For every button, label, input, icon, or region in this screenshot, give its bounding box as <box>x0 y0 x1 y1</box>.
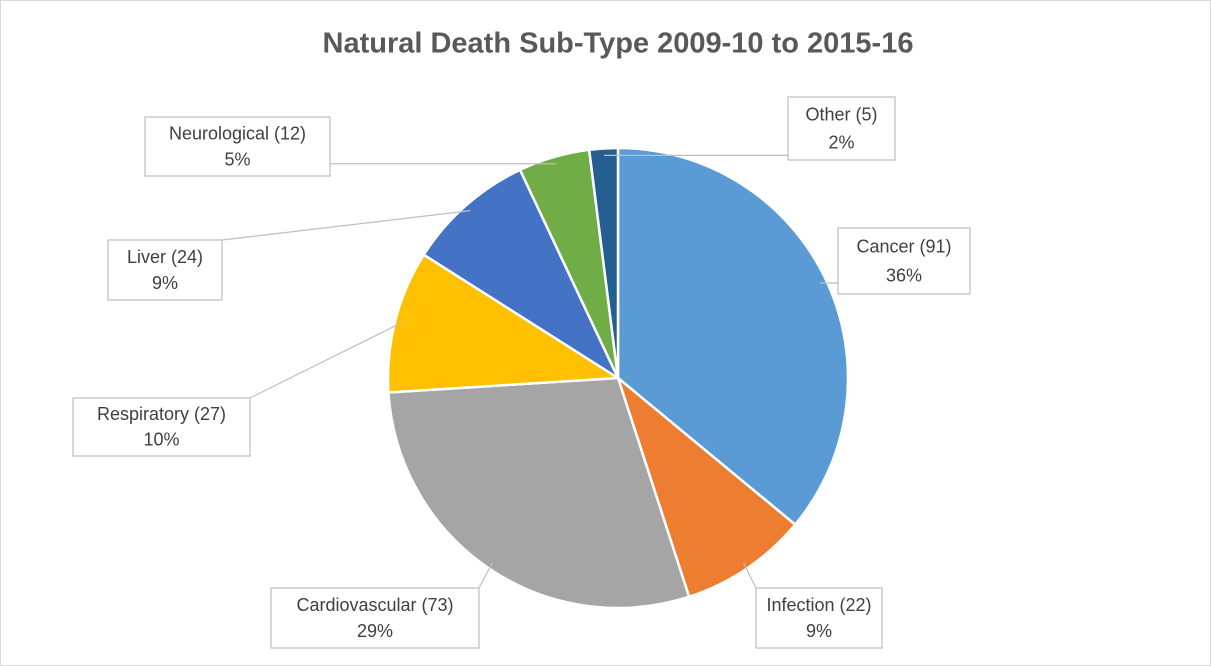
label-box <box>755 587 883 649</box>
category-label: Cardiovascular (73) <box>296 595 453 615</box>
pie-slice <box>587 146 620 379</box>
label-box <box>144 116 331 177</box>
pie-slice <box>616 146 850 527</box>
label-box <box>72 397 251 457</box>
value-label: 9% <box>806 621 832 641</box>
value-label: 5% <box>224 149 250 169</box>
pie-slice <box>422 168 621 382</box>
label-box <box>837 227 971 295</box>
category-label: Infection (22) <box>766 595 871 615</box>
leader-line <box>221 210 471 241</box>
pie-slice <box>615 374 797 599</box>
value-label: 2% <box>828 132 854 152</box>
leader-line <box>478 562 494 589</box>
category-label: Liver (24) <box>127 247 203 267</box>
category-label: Respiratory (27) <box>97 404 226 424</box>
label-box <box>270 587 480 649</box>
category-label: Cancer (91) <box>856 237 951 257</box>
leader-line <box>249 321 403 399</box>
category-label: Other (5) <box>805 105 877 125</box>
category-label: Neurological (12) <box>169 123 306 143</box>
pie-slice <box>386 253 622 394</box>
label-box <box>107 239 223 301</box>
value-label: 9% <box>152 273 178 293</box>
value-label: 10% <box>143 430 179 450</box>
label-box <box>787 96 896 161</box>
value-label: 29% <box>357 621 393 641</box>
pie-slice <box>387 376 691 610</box>
leader-line <box>742 562 757 589</box>
value-label: 36% <box>886 266 922 286</box>
chart-title: Natural Death Sub-Type 2009-10 to 2015-1… <box>323 28 914 60</box>
